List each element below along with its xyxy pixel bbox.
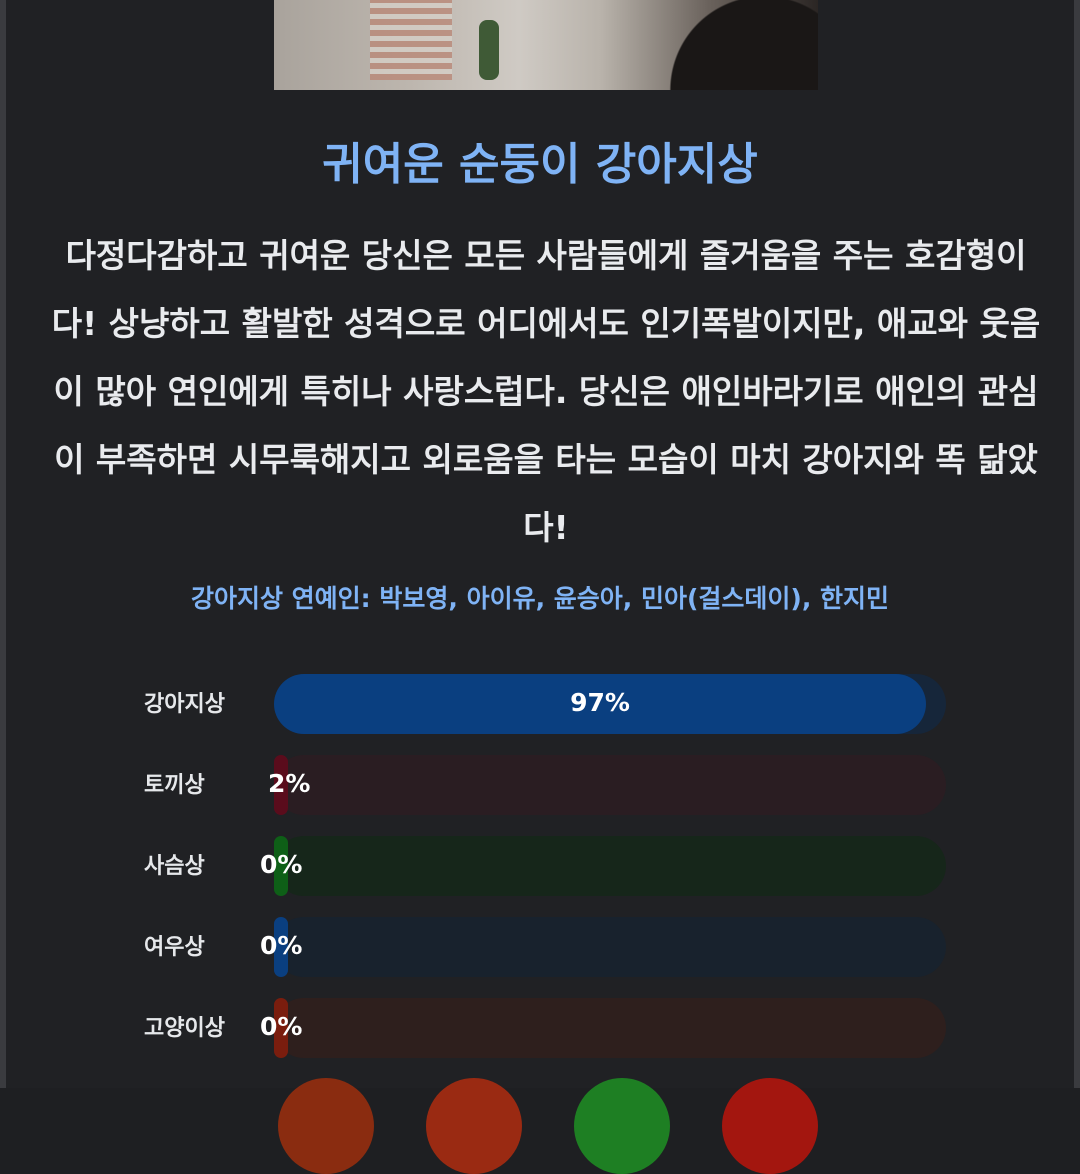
score-label: 고양이상 xyxy=(144,1016,225,1041)
score-percent: 0% xyxy=(260,1012,303,1041)
score-fill xyxy=(274,755,288,815)
score-row: 토끼상 2% xyxy=(6,755,1080,815)
photo-shelf xyxy=(370,0,452,80)
score-percent: 2% xyxy=(268,769,311,798)
score-fill xyxy=(274,998,288,1058)
result-photo xyxy=(274,0,818,90)
result-title: 귀여운 순둥이 강아지상 xyxy=(322,139,758,190)
score-row: 여우상 0% xyxy=(6,917,1080,977)
score-fill xyxy=(274,836,288,896)
share-button[interactable] xyxy=(426,1078,522,1174)
share-buttons xyxy=(6,1078,1080,1174)
score-percent: 0% xyxy=(260,850,303,879)
score-fill xyxy=(274,674,926,734)
score-percent: 0% xyxy=(260,931,303,960)
score-track xyxy=(274,998,946,1058)
score-label: 강아지상 xyxy=(144,692,225,717)
photo-plant xyxy=(479,20,499,80)
score-label: 토끼상 xyxy=(144,773,205,798)
celebrity-list: 강아지상 연예인: 박보영, 아이유, 윤승아, 민아(걸스데이), 한지민 xyxy=(190,584,890,613)
share-button[interactable] xyxy=(278,1078,374,1174)
score-row: 강아지상 97% xyxy=(6,674,1080,734)
score-label: 여우상 xyxy=(144,935,205,960)
score-track xyxy=(274,755,946,815)
score-row: 사슴상 0% xyxy=(6,836,1080,896)
score-fill xyxy=(274,917,288,977)
score-track xyxy=(274,674,946,734)
score-track xyxy=(274,836,946,896)
score-label: 사슴상 xyxy=(144,854,205,879)
share-button[interactable] xyxy=(722,1078,818,1174)
score-row: 고양이상 0% xyxy=(6,998,1080,1058)
score-track xyxy=(274,917,946,977)
share-button[interactable] xyxy=(574,1078,670,1174)
score-percent: 97% xyxy=(570,688,630,717)
result-description: 다정다감하고 귀여운 당신은 모든 사람들에게 즐거움을 주는 호감형이다! 상… xyxy=(51,236,1041,547)
photo-subject xyxy=(638,0,818,90)
